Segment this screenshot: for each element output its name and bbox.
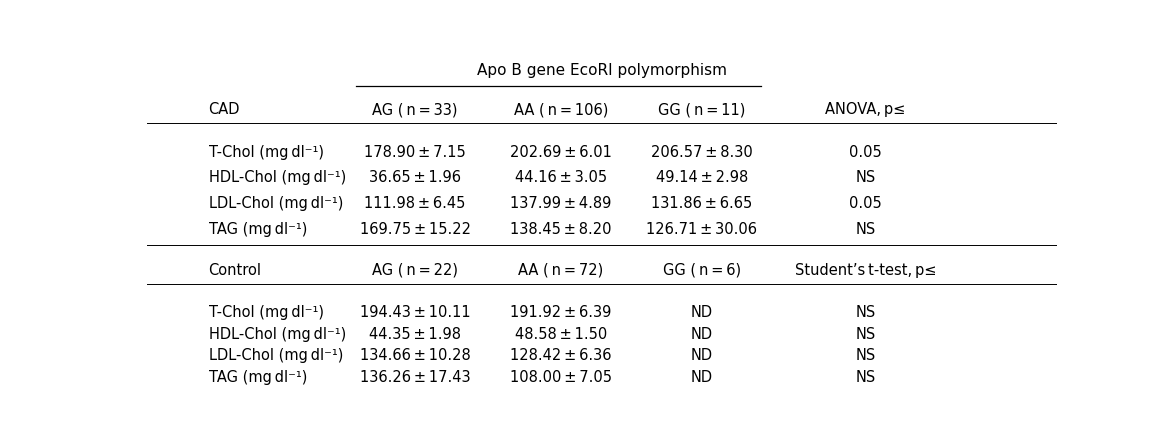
Text: NS: NS xyxy=(856,349,876,363)
Text: 178.90 ± 7.15: 178.90 ± 7.15 xyxy=(364,144,466,160)
Text: T-Chol (mg dl⁻¹): T-Chol (mg dl⁻¹) xyxy=(209,144,324,160)
Text: GG ( n = 11): GG ( n = 11) xyxy=(659,102,745,117)
Text: GG ( n = 6): GG ( n = 6) xyxy=(662,263,741,278)
Text: 202.69 ± 6.01: 202.69 ± 6.01 xyxy=(510,144,612,160)
Text: ND: ND xyxy=(690,327,713,342)
Text: 138.45 ± 8.20: 138.45 ± 8.20 xyxy=(510,222,612,237)
Text: 191.92 ± 6.39: 191.92 ± 6.39 xyxy=(510,305,612,320)
Text: AA ( n = 106): AA ( n = 106) xyxy=(513,102,608,117)
Text: 126.71 ± 30.06: 126.71 ± 30.06 xyxy=(646,222,757,237)
Text: 0.05: 0.05 xyxy=(849,196,882,211)
Text: NS: NS xyxy=(856,222,876,237)
Text: T-Chol (mg dl⁻¹): T-Chol (mg dl⁻¹) xyxy=(209,305,324,320)
Text: ND: ND xyxy=(690,305,713,320)
Text: Student’s t-test, p≤: Student’s t-test, p≤ xyxy=(795,263,937,278)
Text: 134.66 ± 10.28: 134.66 ± 10.28 xyxy=(359,349,471,363)
Text: LDL-Chol (mg dl⁻¹): LDL-Chol (mg dl⁻¹) xyxy=(209,196,343,211)
Text: Apo B gene EcoRI polymorphism: Apo B gene EcoRI polymorphism xyxy=(477,64,727,78)
Text: AA ( n = 72): AA ( n = 72) xyxy=(518,263,603,278)
Text: 136.26 ± 17.43: 136.26 ± 17.43 xyxy=(360,370,471,385)
Text: 137.99 ± 4.89: 137.99 ± 4.89 xyxy=(510,196,612,211)
Text: NS: NS xyxy=(856,370,876,385)
Text: NS: NS xyxy=(856,171,876,186)
Text: AG ( n = 22): AG ( n = 22) xyxy=(372,263,458,278)
Text: 206.57 ± 8.30: 206.57 ± 8.30 xyxy=(650,144,753,160)
Text: HDL-Chol (mg dl⁻¹): HDL-Chol (mg dl⁻¹) xyxy=(209,327,346,342)
Text: ANOVA, p≤: ANOVA, p≤ xyxy=(825,102,905,117)
Text: 111.98 ± 6.45: 111.98 ± 6.45 xyxy=(364,196,466,211)
Text: TAG (mg dl⁻¹): TAG (mg dl⁻¹) xyxy=(209,370,306,385)
Text: 128.42 ± 6.36: 128.42 ± 6.36 xyxy=(510,349,612,363)
Text: 131.86 ± 6.65: 131.86 ± 6.65 xyxy=(652,196,753,211)
Text: ND: ND xyxy=(690,349,713,363)
Text: 169.75 ± 15.22: 169.75 ± 15.22 xyxy=(359,222,471,237)
Text: AG ( n = 33): AG ( n = 33) xyxy=(372,102,458,117)
Text: TAG (mg dl⁻¹): TAG (mg dl⁻¹) xyxy=(209,222,306,237)
Text: NS: NS xyxy=(856,305,876,320)
Text: ND: ND xyxy=(690,370,713,385)
Text: 194.43 ± 10.11: 194.43 ± 10.11 xyxy=(360,305,471,320)
Text: 0.05: 0.05 xyxy=(849,144,882,160)
Text: Control: Control xyxy=(209,263,262,278)
Text: 36.65 ± 1.96: 36.65 ± 1.96 xyxy=(369,171,461,186)
Text: 108.00 ± 7.05: 108.00 ± 7.05 xyxy=(510,370,612,385)
Text: CAD: CAD xyxy=(209,102,241,117)
Text: 44.35 ± 1.98: 44.35 ± 1.98 xyxy=(369,327,461,342)
Text: 48.58 ± 1.50: 48.58 ± 1.50 xyxy=(514,327,607,342)
Text: HDL-Chol (mg dl⁻¹): HDL-Chol (mg dl⁻¹) xyxy=(209,171,346,186)
Text: NS: NS xyxy=(856,327,876,342)
Text: 44.16 ± 3.05: 44.16 ± 3.05 xyxy=(514,171,607,186)
Text: 49.14 ± 2.98: 49.14 ± 2.98 xyxy=(655,171,748,186)
Text: LDL-Chol (mg dl⁻¹): LDL-Chol (mg dl⁻¹) xyxy=(209,349,343,363)
